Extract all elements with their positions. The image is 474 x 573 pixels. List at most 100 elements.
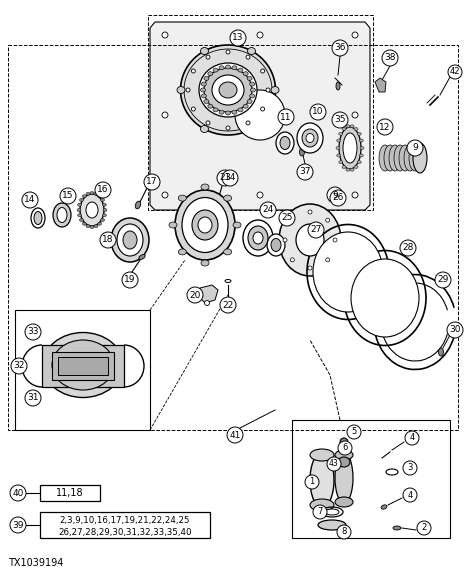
Circle shape (405, 431, 419, 445)
Circle shape (278, 109, 294, 125)
Ellipse shape (206, 121, 210, 125)
Ellipse shape (359, 154, 363, 157)
Ellipse shape (250, 82, 255, 86)
Ellipse shape (80, 194, 104, 226)
Ellipse shape (346, 125, 350, 128)
Text: 9: 9 (412, 143, 418, 152)
Ellipse shape (352, 32, 358, 38)
Bar (40, 512, 210, 538)
Circle shape (25, 324, 41, 340)
Ellipse shape (206, 55, 210, 59)
Ellipse shape (201, 184, 209, 190)
Text: 20: 20 (189, 291, 201, 300)
Circle shape (100, 232, 116, 248)
Ellipse shape (82, 195, 86, 198)
Text: 17: 17 (146, 178, 158, 186)
Text: 3: 3 (407, 464, 413, 473)
Text: 13: 13 (232, 33, 244, 42)
Circle shape (327, 187, 343, 203)
Ellipse shape (343, 133, 357, 163)
Ellipse shape (250, 94, 255, 98)
Ellipse shape (253, 232, 263, 244)
Ellipse shape (326, 218, 330, 222)
Circle shape (10, 485, 26, 501)
Ellipse shape (339, 127, 361, 169)
Text: 15: 15 (62, 191, 74, 201)
Ellipse shape (306, 134, 314, 143)
Bar (148, 15, 373, 210)
Ellipse shape (351, 259, 419, 337)
Ellipse shape (224, 249, 232, 255)
Circle shape (305, 475, 319, 489)
Ellipse shape (335, 450, 353, 460)
Ellipse shape (335, 453, 353, 503)
Text: 1: 1 (310, 477, 315, 486)
Ellipse shape (169, 222, 177, 228)
Ellipse shape (357, 132, 361, 135)
Ellipse shape (335, 497, 353, 507)
Circle shape (220, 297, 236, 313)
Ellipse shape (342, 166, 346, 168)
Circle shape (313, 505, 327, 519)
Ellipse shape (78, 203, 82, 206)
Text: 2: 2 (421, 524, 427, 532)
Ellipse shape (339, 160, 343, 164)
Text: 18: 18 (102, 236, 114, 245)
Ellipse shape (219, 66, 224, 70)
Text: 7: 7 (317, 508, 323, 516)
Ellipse shape (354, 166, 358, 168)
Ellipse shape (178, 195, 186, 201)
Ellipse shape (243, 220, 273, 256)
Circle shape (22, 192, 38, 208)
Ellipse shape (80, 218, 83, 222)
Ellipse shape (162, 192, 168, 198)
Text: 26,27,28,29,30,31,32,33,35,40: 26,27,28,29,30,31,32,33,35,40 (58, 528, 192, 536)
Ellipse shape (102, 203, 106, 206)
Polygon shape (150, 22, 370, 210)
Ellipse shape (90, 191, 94, 194)
Ellipse shape (226, 65, 230, 69)
Text: 27: 27 (310, 226, 322, 234)
Ellipse shape (201, 48, 209, 54)
Ellipse shape (336, 147, 340, 150)
Ellipse shape (135, 201, 141, 209)
Ellipse shape (342, 127, 346, 131)
Ellipse shape (226, 126, 230, 130)
Ellipse shape (225, 280, 231, 282)
Ellipse shape (201, 125, 209, 132)
Ellipse shape (199, 63, 257, 117)
Ellipse shape (201, 88, 206, 92)
Ellipse shape (111, 218, 149, 262)
Bar (40, 485, 100, 501)
Ellipse shape (290, 218, 294, 222)
Ellipse shape (100, 218, 105, 222)
Circle shape (230, 30, 246, 46)
Ellipse shape (43, 332, 123, 398)
Ellipse shape (191, 69, 195, 73)
Ellipse shape (53, 203, 71, 227)
Ellipse shape (208, 104, 213, 108)
Bar (15, 310, 150, 430)
Ellipse shape (177, 87, 185, 93)
Ellipse shape (386, 469, 398, 475)
Ellipse shape (123, 231, 137, 249)
Ellipse shape (94, 193, 98, 195)
Ellipse shape (310, 449, 334, 461)
Text: 28: 28 (402, 244, 414, 253)
Text: 31: 31 (27, 394, 39, 402)
Ellipse shape (94, 225, 98, 227)
Ellipse shape (413, 143, 427, 173)
Ellipse shape (86, 225, 90, 227)
Ellipse shape (350, 168, 354, 171)
Ellipse shape (208, 72, 213, 76)
Ellipse shape (280, 136, 290, 150)
Ellipse shape (247, 77, 252, 80)
Ellipse shape (232, 110, 237, 114)
Circle shape (377, 119, 393, 135)
Text: 36: 36 (334, 44, 346, 53)
Circle shape (327, 457, 341, 471)
Ellipse shape (57, 207, 67, 222)
Ellipse shape (357, 160, 361, 164)
Ellipse shape (90, 226, 94, 229)
Ellipse shape (247, 125, 255, 132)
